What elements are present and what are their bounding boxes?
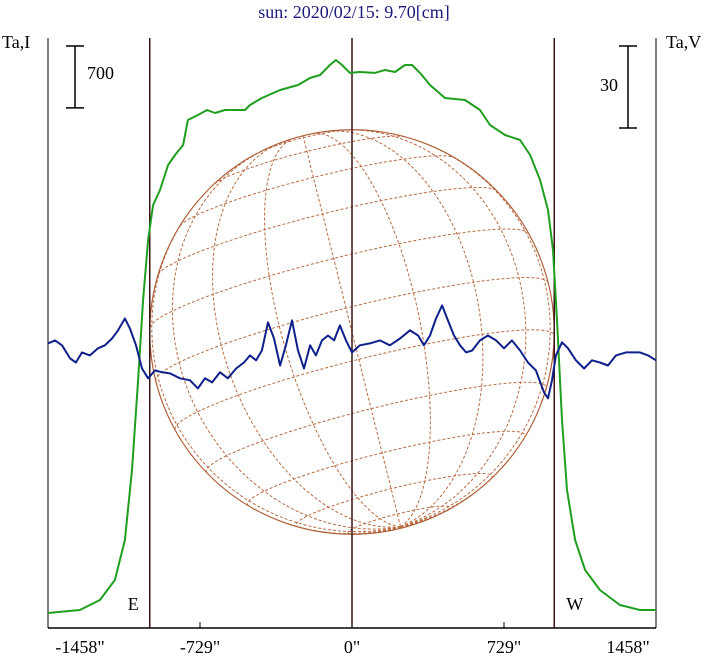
sphere-grid	[214, 135, 404, 185]
x-tick-label: 1458"	[606, 637, 649, 657]
sphere-grid	[264, 138, 401, 528]
series-line	[47, 59, 656, 614]
y2-axis-label: Ta,V	[666, 32, 701, 52]
series-line	[47, 304, 657, 400]
sphere-grid	[149, 228, 529, 328]
sphere-grid	[295, 473, 493, 528]
sphere-grid	[246, 430, 526, 507]
limb-label: E	[128, 594, 139, 614]
x-tick-label: -729"	[180, 637, 220, 657]
sphere-grid	[171, 151, 401, 530]
x-tick-label: 0"	[344, 637, 360, 657]
sphere-grid	[348, 129, 527, 528]
sphere-grid	[302, 135, 402, 527]
sphere-grid	[151, 199, 401, 533]
sphere-grid	[313, 132, 431, 528]
sphere-grid	[329, 130, 484, 528]
limb-label: W	[566, 594, 583, 614]
scale-label: 700	[87, 63, 114, 83]
scale-label: 30	[600, 75, 618, 95]
x-tick-label: -1458"	[55, 637, 104, 657]
sphere-grid	[212, 143, 401, 528]
x-tick-label: 729"	[487, 637, 521, 657]
y-axis-label: Ta,I	[2, 32, 30, 52]
sphere-grid	[400, 143, 551, 528]
chart-title: sun: 2020/02/15: 9.70[cm]	[258, 2, 450, 22]
